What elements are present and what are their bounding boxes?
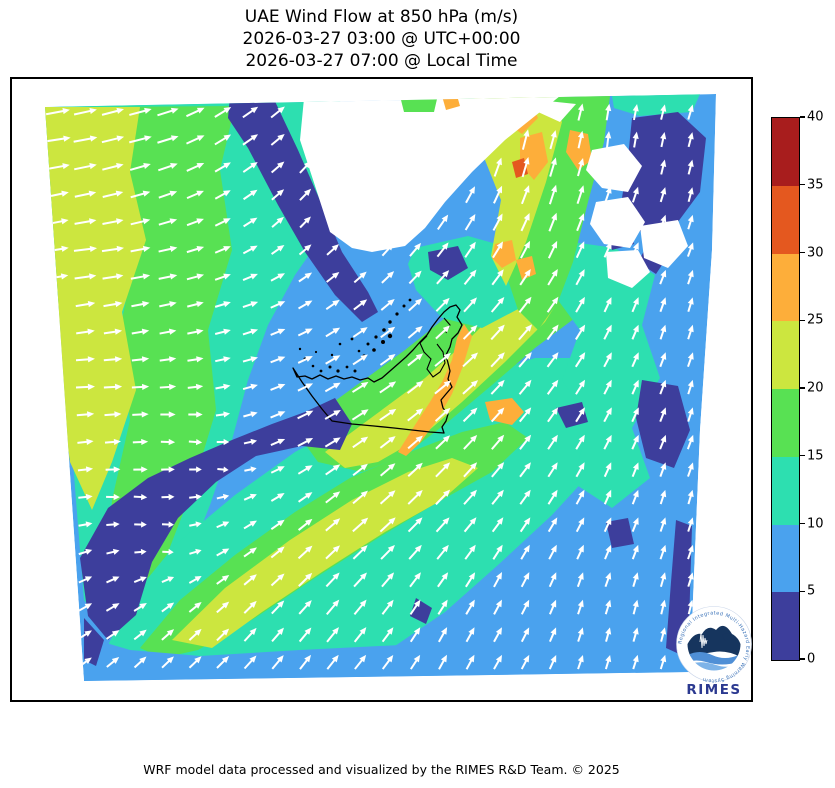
colorbar-tick-label: 15 (807, 448, 824, 464)
colorbar-tick-label: 30 (807, 245, 824, 260)
colorbar-segment-30-35 (772, 185, 799, 254)
colorbar-segment-15-20 (772, 389, 799, 457)
rimes-logo-badge: Regional Integrated Multi-Hazard Early W… (676, 606, 752, 698)
colorbar-tick-mark (800, 184, 805, 186)
footer-credit: WRF model data processed and visualized … (143, 762, 620, 777)
colorbar-tick-mark (800, 455, 805, 457)
chart-title: UAE Wind Flow at 850 hPa (m/s) 2026-03-2… (10, 6, 753, 72)
colorbar-tick-mark (800, 590, 805, 592)
colorbar-tick-label: 10 (807, 516, 824, 531)
title-line-1: UAE Wind Flow at 850 hPa (m/s) (244, 7, 519, 27)
colorbar-tick-mark (800, 658, 805, 660)
colorbar-segment-35-40 (772, 118, 799, 186)
colorbar (771, 117, 800, 661)
colorbar-segment-20-25 (772, 321, 799, 389)
map-layers (45, 94, 716, 681)
wind-map (45, 94, 716, 681)
wind-arrows (45, 103, 694, 670)
colorbar-tick-label: 20 (807, 380, 824, 396)
colorbar-tick-mark (800, 522, 805, 525)
map-frame (10, 77, 753, 702)
colorbar-tick-label: 0 (807, 651, 816, 667)
colorbar-segment-0-5 (772, 592, 799, 660)
colorbar-segment-10-15 (772, 456, 799, 525)
colorbar-segment-25-30 (772, 253, 799, 322)
colorbar-tick-mark (800, 116, 805, 118)
colorbar-tick-label: 35 (807, 177, 824, 193)
colorbar-tick-label: 5 (807, 583, 816, 599)
colorbar-tick-mark (800, 387, 805, 389)
rimes-logo: Regional Integrated Multi-Hazard Early W… (672, 604, 758, 698)
colorbar-tick-label: 25 (807, 312, 824, 328)
logo-wordmark: RIMES (686, 682, 741, 698)
masked-terrain-regions (300, 94, 688, 288)
colorbar-tick-label: 40 (807, 109, 824, 125)
colorbar-tick-mark (800, 319, 805, 321)
uae-coastline (292, 298, 463, 434)
title-line-2: 2026-03-27 03:00 @ UTC+00:00 (242, 29, 521, 49)
title-line-3: 2026-03-27 07:00 @ Local Time (245, 51, 518, 71)
colorbar-segment-5-10 (772, 524, 799, 593)
colorbar-tick-mark (800, 251, 805, 254)
